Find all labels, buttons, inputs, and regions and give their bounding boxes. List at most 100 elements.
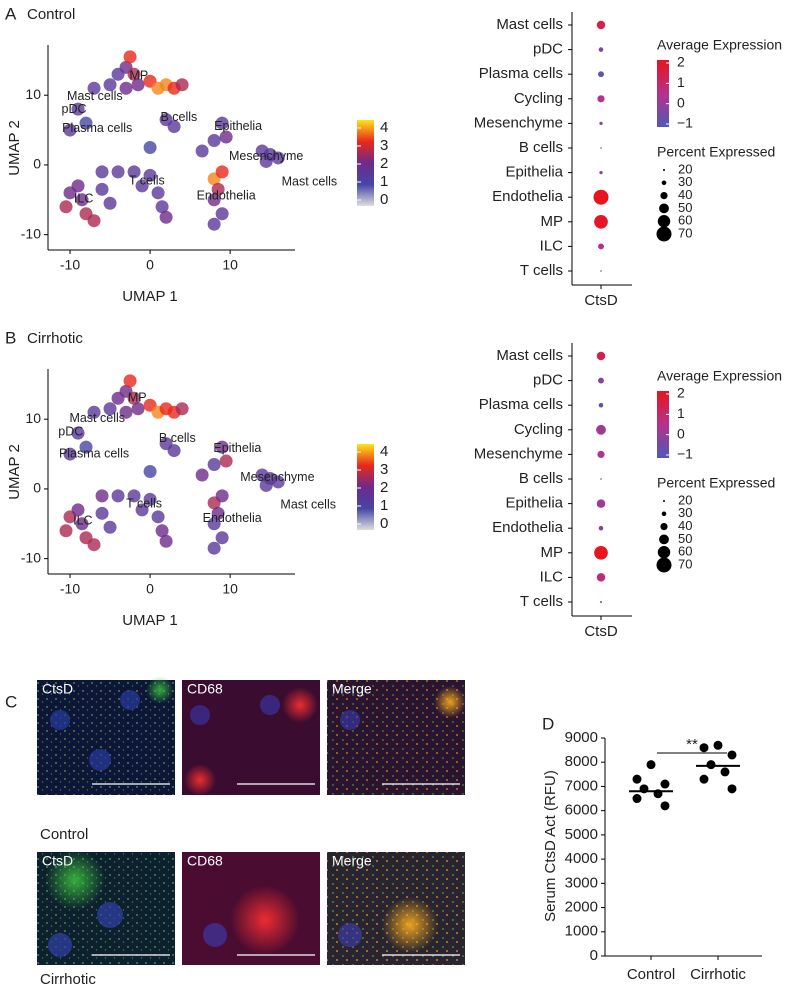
y-tick-label: Epithelia: [505, 164, 563, 181]
y-tick-label: pDC: [533, 41, 563, 58]
cell-point: [259, 154, 273, 168]
size-legend-label: 50: [678, 200, 692, 215]
cluster-label: MP: [129, 69, 148, 83]
legend-title: Average Expression: [657, 368, 782, 384]
cell-point: [215, 207, 229, 221]
colorbar-label: 0: [677, 425, 685, 441]
size-legend-dot: [657, 215, 671, 228]
colorbar-label: 1: [380, 173, 388, 190]
y-tick-label: Mast cells: [496, 347, 563, 364]
y-tick-label: Mesenchyme: [474, 114, 563, 131]
channel-label: CD68: [187, 853, 223, 869]
size-legend-label: 30: [678, 174, 692, 189]
cell-point: [75, 193, 89, 207]
size-legend-label: 30: [678, 505, 692, 520]
cluster-label: Mesenchyme: [229, 149, 303, 163]
cell-point: [59, 524, 73, 538]
row-label: Control: [40, 826, 88, 843]
colorbar-label: 0: [677, 94, 685, 110]
size-legend-dot: [659, 203, 669, 214]
cell-point: [71, 102, 85, 116]
nucleus: [97, 902, 123, 928]
size-legend-label: 60: [678, 213, 692, 228]
channel-label: CD68: [187, 681, 223, 697]
colorbar-label: −1: [677, 115, 693, 131]
cell-point: [87, 81, 101, 95]
cluster-label: ILC: [73, 513, 92, 527]
x-axis-label: UMAP 1: [122, 612, 178, 629]
nucleus: [48, 933, 72, 957]
colorbar-label: 1: [677, 74, 685, 90]
row-label: Cirrhotic: [40, 971, 96, 988]
cell-point: [143, 168, 157, 182]
cell-point: [207, 134, 221, 148]
expression-dot: [597, 450, 605, 458]
expression-dot: [600, 270, 602, 272]
panel-letter: C: [5, 692, 17, 711]
x-tick-label: Control: [627, 966, 675, 983]
cell-point: [219, 454, 233, 468]
cell-point: [87, 538, 101, 552]
significance-label: **: [686, 736, 698, 753]
y-tick-label: 10: [25, 86, 41, 102]
colorbar-label: 2: [380, 479, 388, 496]
cluster-label: B cells: [160, 110, 197, 124]
nucleus: [50, 710, 70, 730]
size-legend-label: 40: [678, 187, 692, 202]
cell-point: [127, 489, 141, 503]
y-tick-label: 10: [25, 410, 41, 426]
expression-dot: [598, 243, 604, 250]
colorbar-label: 2: [380, 155, 388, 172]
cell-point: [87, 214, 101, 228]
x-axis-label: UMAP 1: [122, 288, 178, 305]
cluster-label: MP: [128, 391, 147, 405]
size-legend-dot: [663, 169, 665, 171]
size-legend-label: 20: [678, 161, 692, 176]
y-tick-label: B cells: [519, 470, 563, 487]
cell-point: [71, 179, 85, 193]
legend-title: Average Expression: [657, 37, 782, 53]
y-tick-label: pDC: [533, 372, 563, 389]
size-legend-label: 70: [678, 225, 692, 240]
data-point: [713, 740, 723, 750]
cell-point: [215, 531, 229, 545]
x-tick-label: 10: [222, 581, 238, 597]
micrographs: CtsD CD68 Merge CtsD CD68 Merge Control …: [37, 676, 466, 988]
cell-point: [215, 165, 229, 179]
cell-point: [127, 165, 141, 179]
y-tick-label: -10: [21, 549, 41, 565]
x-tick-label: -10: [60, 581, 80, 597]
cell-point: [159, 210, 173, 224]
y-tick-label: B cells: [519, 139, 563, 156]
y-tick-label: Plasma cells: [479, 396, 563, 413]
size-legend-dot: [661, 511, 667, 517]
cell-point: [103, 78, 117, 92]
cell-point: [111, 67, 125, 81]
size-legend-label: 20: [678, 492, 692, 507]
colorbar-label: 0: [380, 191, 388, 208]
cell-point: [123, 50, 137, 64]
cluster-label: Endothelia: [197, 189, 256, 203]
cell-point: [95, 489, 109, 503]
expression-dot: [600, 601, 602, 603]
expression-dot: [594, 545, 608, 560]
size-legend-dot: [657, 546, 671, 559]
nucleus: [340, 710, 360, 730]
y-tick-label: 0: [590, 947, 598, 964]
y-tick-label: 2000: [565, 899, 598, 916]
cluster-label: Mesenchyme: [240, 470, 314, 484]
cluster-label: Plasma cells: [62, 121, 132, 135]
cell-point: [271, 475, 285, 489]
y-tick-label: ILC: [540, 568, 564, 585]
x-tick-label: CtsD: [584, 292, 618, 309]
nucleus: [338, 923, 362, 947]
x-tick-label: 0: [146, 581, 154, 597]
size-legend-label: 40: [678, 518, 692, 533]
cell-point: [79, 440, 93, 454]
colorbar-label: 1: [677, 405, 685, 421]
y-tick-label: -10: [21, 225, 41, 241]
image-spot: [282, 687, 318, 723]
cell-point: [87, 405, 101, 419]
colorbar-label: 4: [380, 443, 388, 460]
